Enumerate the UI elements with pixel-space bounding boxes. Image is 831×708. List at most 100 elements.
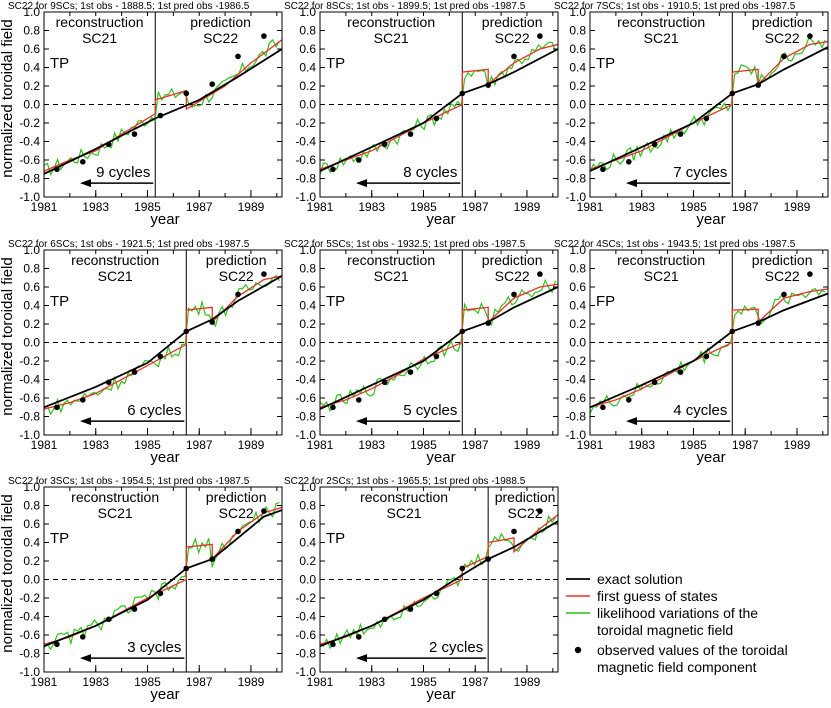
x-tick-label: 1989 [514,438,541,452]
section-reconstruction-label: reconstruction [617,252,705,268]
x-tick-label: 1987 [186,675,213,689]
x-tick-label: 1987 [462,675,489,689]
y-tick-label: 0.0 [569,336,586,350]
y-tick-label: -0.4 [19,610,40,624]
y-tick-label: -0.4 [295,135,316,149]
y-tick-label: 0.2 [299,554,316,568]
panel-tag: TP [326,55,345,72]
y-tick-label: 0.0 [299,98,316,112]
observed-point [381,141,388,148]
y-axis-label: normalized toroidal field [0,257,16,415]
x-tick-label: 1989 [238,675,265,689]
y-tick-label: 0.8 [299,262,316,276]
x-tick-label: 1983 [628,438,655,452]
x-axis-label: year [696,449,725,466]
panel-4: SC22 for 6SCs; 1st obs - 1921.5; 1st pre… [0,239,283,466]
first-guess-series-line [590,40,828,170]
x-axis-label: year [150,211,179,228]
observed-point [537,271,543,277]
observed-point [807,33,813,39]
section-prediction-label: prediction [495,489,556,505]
section-prediction-cycle: SC22 [765,268,800,284]
likelihood-series-line [320,514,556,650]
x-tick-label: 1981 [577,438,604,452]
x-tick-label: 1989 [514,675,541,689]
observed-point [80,159,86,165]
observed-point [433,590,440,597]
y-tick-label: -0.6 [295,391,316,405]
y-tick-label: -0.2 [295,591,316,605]
x-axis-label: year [426,211,455,228]
y-tick-label: -0.4 [295,610,316,624]
x-tick-label: 1985 [410,200,437,214]
x-tick-label: 1985 [680,438,707,452]
observed-point [755,320,761,326]
x-tick-label: 1987 [462,200,489,214]
observed-point [459,328,466,335]
first-guess-series-line [320,43,558,170]
panel-6: SC22 for 4SCs; 1st obs - 1943.5; 1st pre… [554,239,829,466]
y-tick-label: -0.4 [295,373,316,387]
first-guess-series-line [44,506,282,645]
y-tick-label: 0.4 [299,536,316,550]
y-tick-label: -0.6 [19,153,40,167]
y-tick-label: -0.2 [295,116,316,130]
x-tick-label: 1983 [628,200,655,214]
x-tick-label: 1985 [410,675,437,689]
observed-point [511,291,517,298]
y-tick-label: 0.2 [23,554,40,568]
observed-point [356,157,362,163]
y-tick-label: -1.0 [19,190,40,204]
observed-point [131,369,138,375]
y-tick-label: -0.2 [565,116,586,130]
x-tick-label: 1981 [307,438,334,452]
x-tick-label: 1987 [732,438,759,452]
x-tick-label: 1987 [186,200,213,214]
observed-point [407,606,414,612]
panel-tag: FP [596,293,615,310]
observed-point [105,379,112,386]
observed-point [381,616,388,623]
x-tick-label: 1989 [514,200,541,214]
x-tick-label: 1985 [134,675,161,689]
panel-title: SC22 for 2SCs; 1st obs - 1965.5; 1st pre… [284,476,526,487]
section-reconstruction-cycle: SC21 [644,30,679,46]
section-reconstruction-cycle: SC21 [98,505,133,521]
section-reconstruction-label: reconstruction [71,252,159,268]
observed-point [131,606,138,612]
x-tick-label: 1983 [82,675,109,689]
y-tick-label: 0.6 [23,42,40,56]
y-tick-label: -0.8 [295,172,316,186]
legend-likelihood-label-2: toroidal magnetic field [597,622,733,638]
observed-point [209,556,215,562]
y-tick-label: -0.8 [19,172,40,186]
panel-tag: TP [326,293,345,310]
first-guess-series-line [590,288,828,408]
first-guess-series-line [320,283,558,408]
y-tick-label: 0.6 [299,42,316,56]
observed-point [407,131,414,137]
y-tick-label: 0.8 [569,262,586,276]
y-tick-label: -0.8 [295,410,316,424]
observed-point [755,82,761,88]
y-tick-label: -1.0 [19,428,40,442]
panel-tag: TP [50,530,69,547]
observed-point [105,616,112,623]
panel-tag: TP [50,55,69,72]
x-tick-label: 1981 [577,200,604,214]
observed-point [235,528,241,535]
y-tick-label: 0.4 [23,299,40,313]
observed-point [433,115,440,122]
y-tick-label: -0.2 [19,591,40,605]
observed-point [485,82,492,88]
panel-title: SC22 for 3SCs; 1st obs - 1954.5; 1st pre… [8,476,250,487]
section-prediction-cycle: SC22 [495,268,530,284]
y-tick-label: 0.8 [23,262,40,276]
likelihood-series-line [320,278,556,413]
observed-point [407,369,414,375]
y-tick-label: -0.6 [295,628,316,642]
observed-point [235,53,241,60]
section-prediction-cycle: SC22 [219,505,254,521]
y-tick-label: -0.6 [565,153,586,167]
